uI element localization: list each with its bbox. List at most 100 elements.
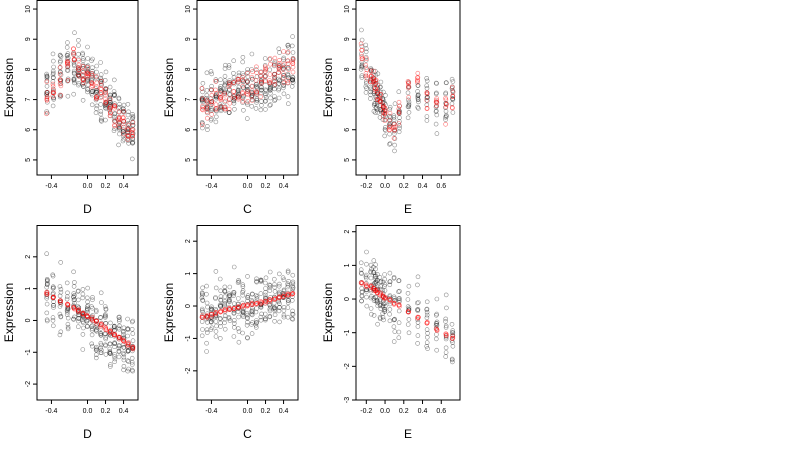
observed-point <box>267 57 273 62</box>
observed-point <box>433 312 439 318</box>
observed-point <box>424 95 430 101</box>
observed-point <box>406 104 412 110</box>
observed-point <box>377 316 383 322</box>
observed-point <box>276 62 282 68</box>
observed-point <box>368 270 374 275</box>
observed-point <box>290 312 296 317</box>
observed-point <box>263 88 269 94</box>
fitted-point <box>249 98 255 103</box>
fitted-point <box>80 68 86 74</box>
x-axis-title: C <box>243 427 252 441</box>
x-tick-label: 0.4 <box>119 408 129 415</box>
observed-point <box>245 274 250 279</box>
fitted-point <box>209 93 215 98</box>
observed-point <box>84 323 90 329</box>
observed-point <box>443 105 448 110</box>
fitted-point <box>387 124 393 129</box>
observed-point <box>254 83 259 89</box>
observed-point <box>227 87 232 93</box>
observed-point <box>415 274 421 280</box>
observed-point <box>226 291 232 297</box>
observed-point <box>244 310 250 316</box>
fitted-point <box>443 122 448 127</box>
fitted-point <box>359 54 365 59</box>
observed-point <box>424 312 430 318</box>
observed-point <box>268 295 273 300</box>
fitted-point <box>391 125 397 130</box>
fitted-point <box>226 106 232 112</box>
observed-point <box>396 129 402 135</box>
fitted-point <box>244 91 250 96</box>
observed-point <box>80 317 85 322</box>
observed-point <box>381 317 386 323</box>
observed-point <box>71 78 77 84</box>
observed-point <box>226 65 232 71</box>
observed-point <box>222 299 228 304</box>
observed-point <box>235 87 241 93</box>
observed-point <box>121 332 126 337</box>
y-tick-label: 8 <box>344 67 351 71</box>
x-tick-label: 0.0 <box>380 408 390 415</box>
fitted-point <box>375 287 381 293</box>
observed-point <box>200 309 206 315</box>
observed-point <box>262 99 268 104</box>
observed-point <box>375 303 381 309</box>
fitted-point <box>125 343 131 349</box>
fitted-point <box>204 104 210 109</box>
fitted-point <box>285 291 291 297</box>
observed-point <box>363 46 369 52</box>
observed-point <box>267 302 273 308</box>
observed-point <box>392 142 398 148</box>
fitted-point <box>249 93 254 99</box>
observed-point <box>98 315 103 321</box>
observed-point <box>368 89 373 95</box>
observed-point <box>89 332 95 338</box>
observed-point <box>103 117 108 123</box>
fitted-point <box>126 122 131 128</box>
fitted-point <box>236 95 241 101</box>
observed-point <box>223 87 228 93</box>
observed-point <box>116 95 122 101</box>
observed-point <box>433 323 439 328</box>
observed-point <box>450 96 456 101</box>
fitted-point <box>222 92 228 98</box>
observed-point <box>222 89 228 94</box>
observed-point <box>272 97 278 102</box>
observed-point <box>108 100 113 105</box>
observed-point <box>130 137 136 142</box>
observed-point <box>240 292 245 298</box>
fitted-point <box>397 103 402 109</box>
observed-point <box>250 291 255 297</box>
observed-point <box>359 289 365 295</box>
observed-point <box>121 354 127 360</box>
observed-point <box>281 308 287 313</box>
observed-point <box>65 324 71 330</box>
observed-point <box>250 305 255 311</box>
observed-point <box>65 52 70 58</box>
observed-point <box>271 305 277 311</box>
observed-point <box>93 347 99 353</box>
observed-point <box>94 355 99 361</box>
fitted-point <box>272 55 278 61</box>
x-tick-label: 0.0 <box>243 183 253 190</box>
observed-point <box>112 341 117 347</box>
observed-point <box>392 316 398 322</box>
observed-point <box>57 53 63 58</box>
observed-point <box>254 279 260 285</box>
x-tick-label: 0.0 <box>83 183 93 190</box>
fitted-point <box>98 83 104 88</box>
observed-point <box>267 88 273 93</box>
observed-point <box>387 141 393 146</box>
fitted-point <box>244 79 250 84</box>
observed-point <box>80 332 86 337</box>
fitted-point <box>93 320 99 326</box>
observed-point <box>377 298 383 304</box>
observed-point <box>85 299 90 305</box>
observed-point <box>396 320 402 326</box>
fitted-point <box>116 116 122 121</box>
observed-point <box>98 332 104 338</box>
observed-point <box>222 289 228 295</box>
observed-point <box>405 104 411 109</box>
observed-point <box>80 295 85 301</box>
observed-point <box>263 98 269 104</box>
